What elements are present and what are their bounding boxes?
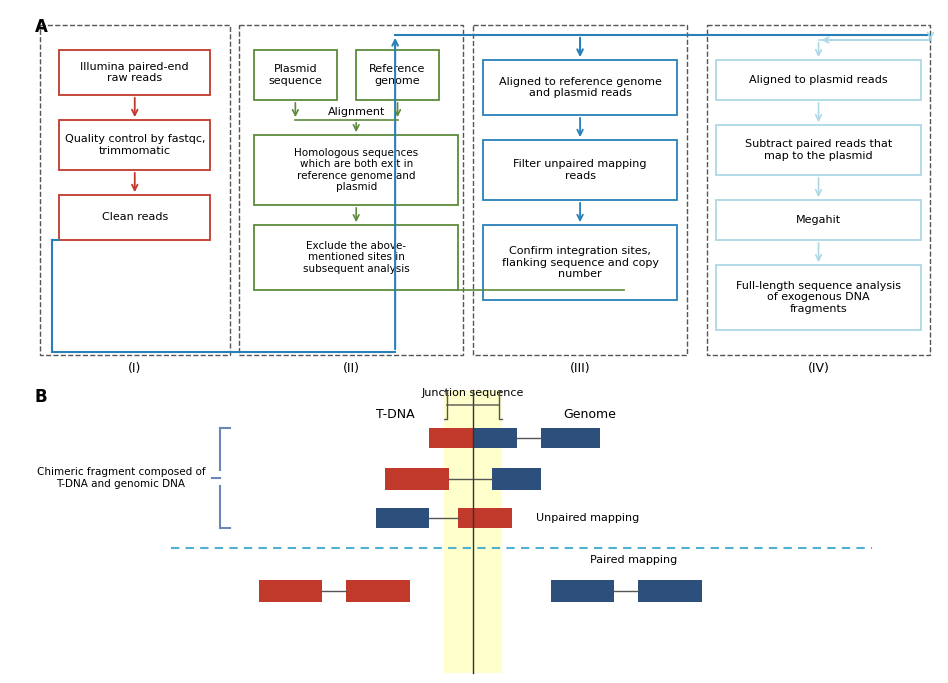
Text: Unpaired mapping: Unpaired mapping [537,513,640,523]
Text: (I): (I) [128,362,141,375]
Bar [483,225,678,300]
Text: Aligned to plasmid reads: Aligned to plasmid reads [749,75,888,85]
Text: (III): (III) [570,362,591,375]
Bar [254,50,337,100]
Bar [254,225,459,290]
Text: (II): (II) [343,362,360,375]
Bar [259,580,322,602]
Bar [706,25,931,355]
Text: Confirm integration sites,
flanking sequence and copy
number: Confirm integration sites, flanking sequ… [501,246,659,279]
Bar [60,50,210,95]
Text: Junction sequence: Junction sequence [422,388,524,398]
Text: Homologous sequences
which are both exit in
reference genome and
plasmid: Homologous sequences which are both exit… [294,148,418,193]
Bar [386,468,448,490]
Bar [60,120,210,170]
Text: T-DNA: T-DNA [375,408,414,421]
Text: Filter unpaired mapping
reads: Filter unpaired mapping reads [513,159,647,181]
Bar [541,428,599,448]
Text: Aligned to reference genome
and plasmid reads: Aligned to reference genome and plasmid … [499,76,662,98]
Bar [459,508,512,528]
Bar [254,135,459,205]
Text: Quality control by fastqc,
trimmomatic: Quality control by fastqc, trimmomatic [64,134,205,156]
Bar [483,60,678,115]
Bar [717,265,921,330]
Bar [483,140,678,200]
Text: Megahit: Megahit [796,215,841,225]
Bar [240,25,464,355]
Text: Plasmid
sequence: Plasmid sequence [268,64,322,86]
Text: Exclude the above-
mentioned sites in
subsequent analysis: Exclude the above- mentioned sites in su… [302,241,410,274]
Text: Illumina paired-end
raw reads: Illumina paired-end raw reads [81,61,189,83]
Bar [346,580,410,602]
Bar [60,195,210,240]
Bar [473,428,517,448]
Bar [375,508,429,528]
Bar [551,580,614,602]
Text: Full-length sequence analysis
of exogenous DNA
fragments: Full-length sequence analysis of exogeno… [736,281,901,314]
Text: Paired mapping: Paired mapping [590,555,677,565]
Text: Chimeric fragment composed of
T-DNA and genomic DNA: Chimeric fragment composed of T-DNA and … [37,467,206,489]
Text: Subtract paired reads that
map to the plasmid: Subtract paired reads that map to the pl… [745,139,892,161]
Bar [717,200,921,240]
Bar [473,25,687,355]
Bar [356,50,439,100]
Bar [444,390,502,673]
Text: (IV): (IV) [808,362,830,375]
Bar [717,125,921,175]
Text: B: B [35,388,47,406]
Bar [429,428,473,448]
Text: Genome: Genome [563,408,616,421]
Text: Clean reads: Clean reads [101,212,168,223]
Bar [40,25,229,355]
Text: Reference
genome: Reference genome [370,64,426,86]
Bar [638,580,702,602]
Bar [492,468,541,490]
Bar [717,60,921,100]
Text: Alignment: Alignment [327,107,385,117]
Text: A: A [35,18,47,36]
